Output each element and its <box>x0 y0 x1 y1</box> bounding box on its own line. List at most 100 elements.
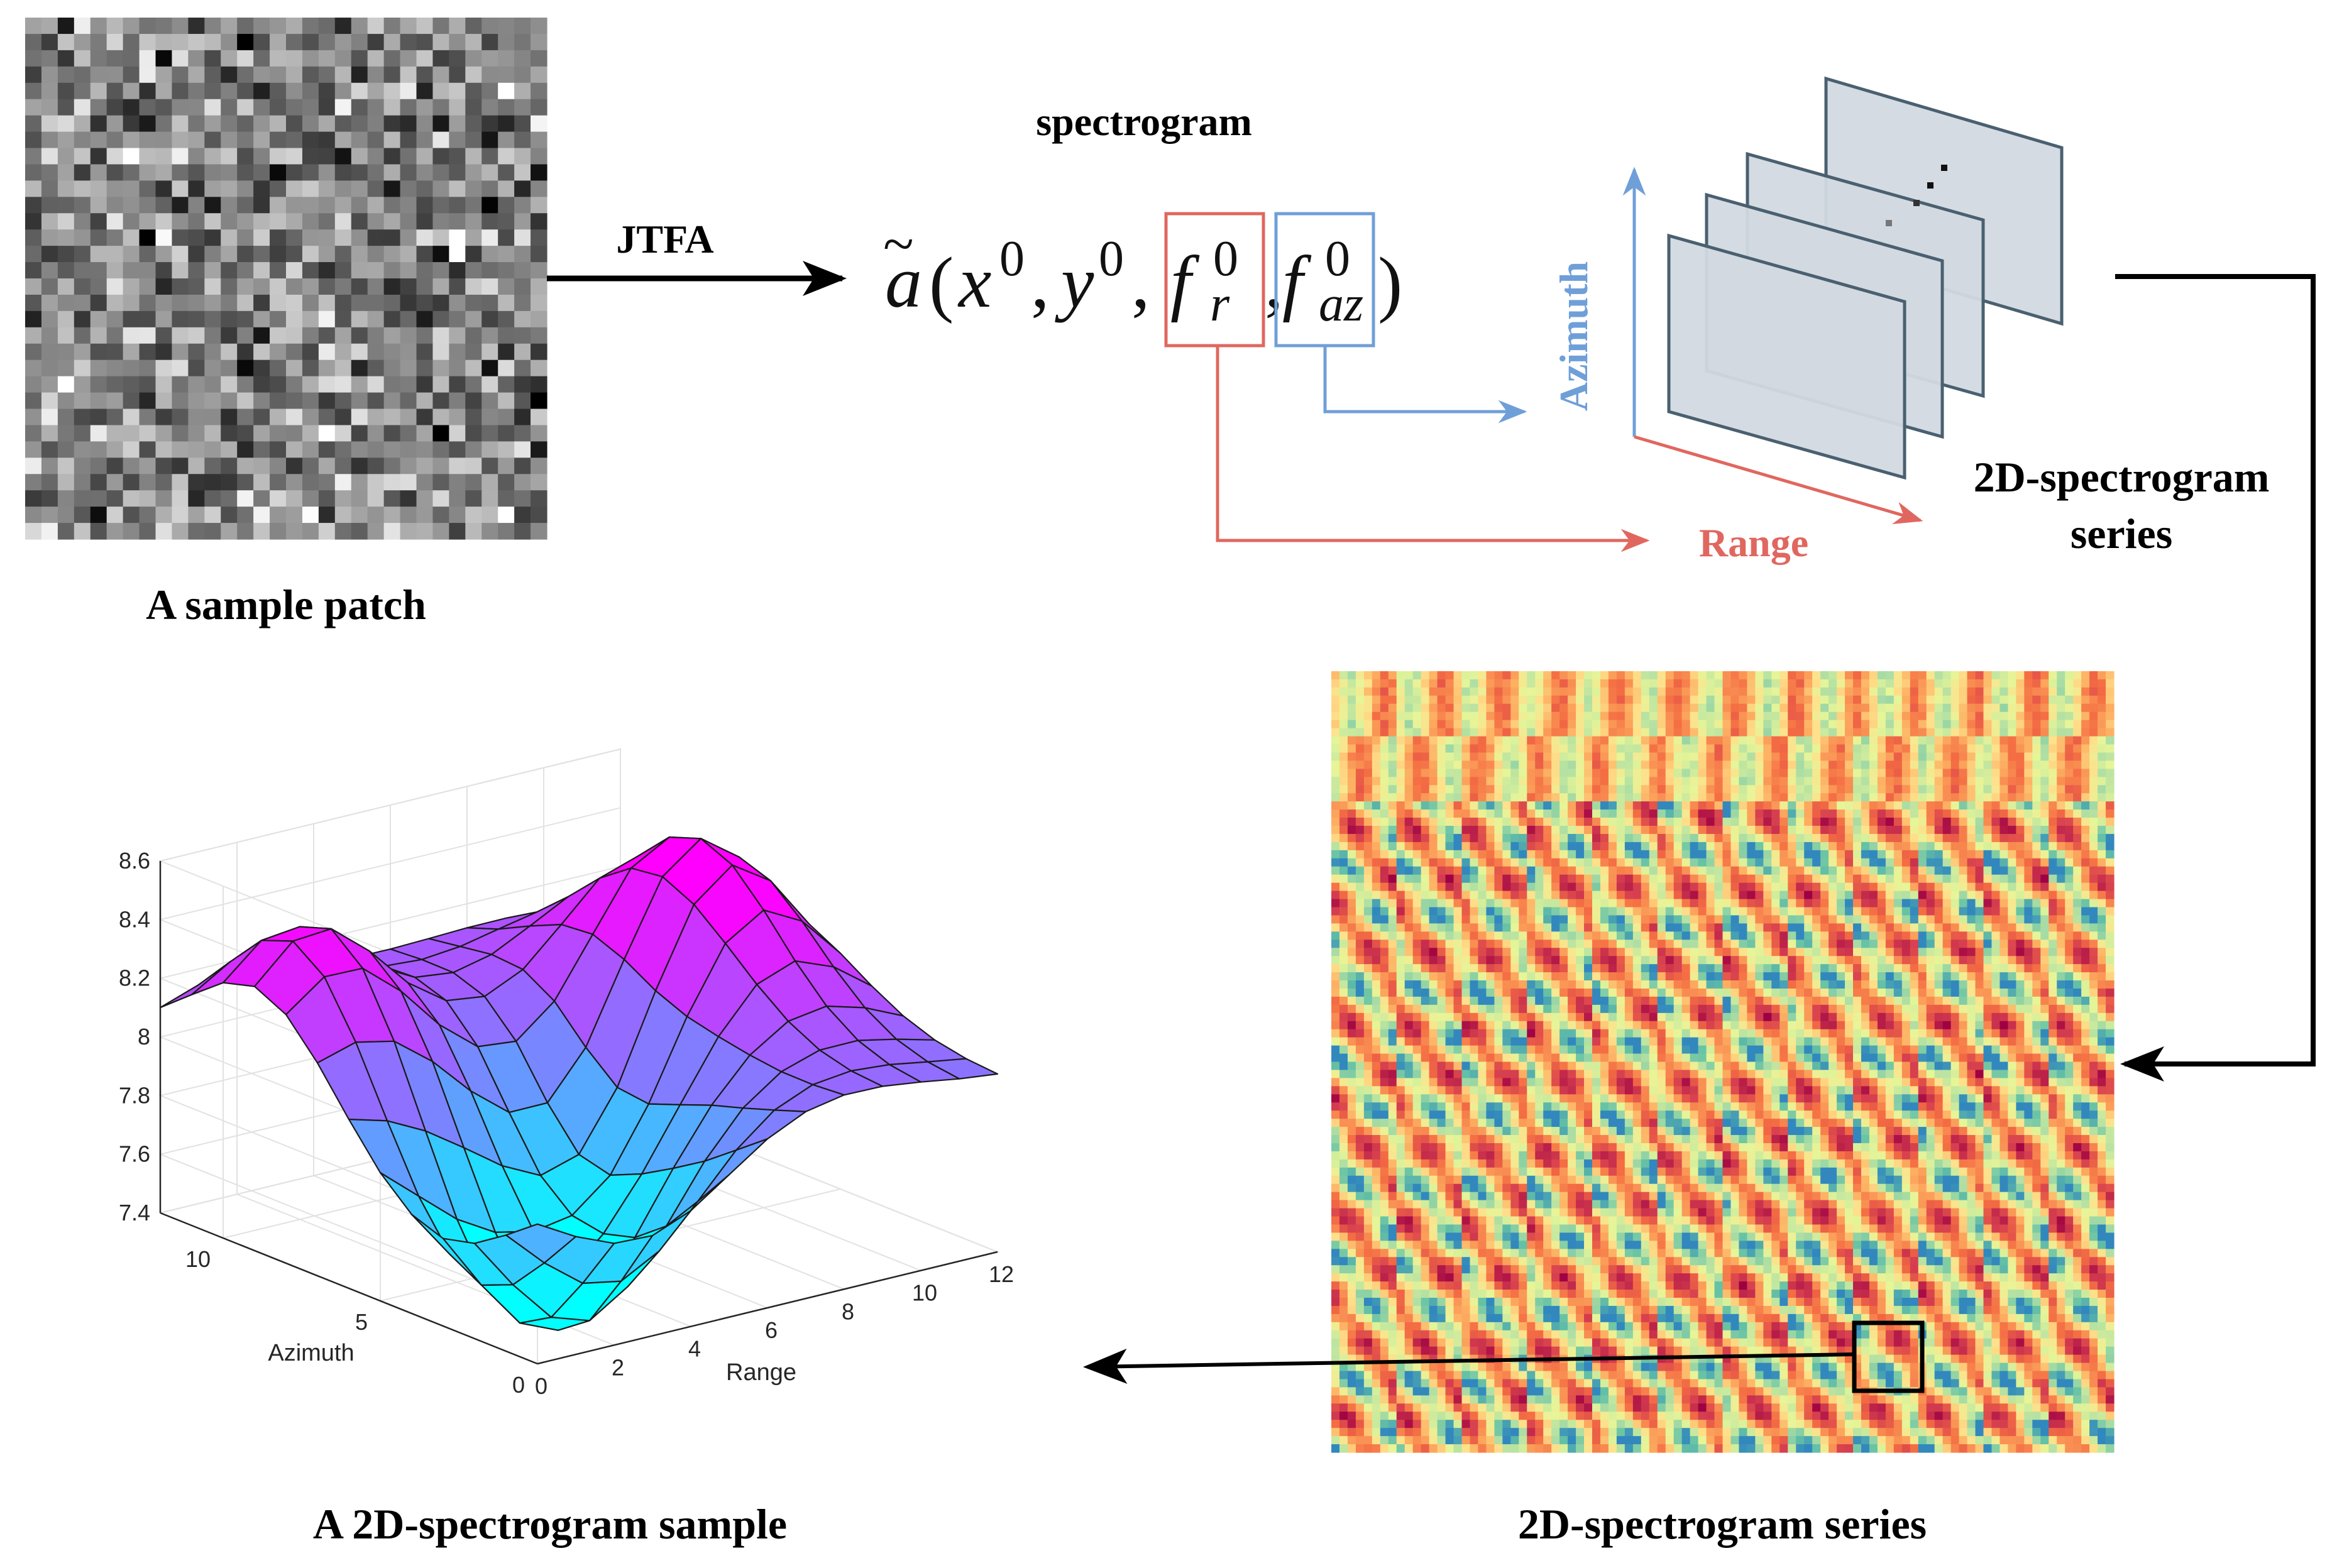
heatmap-cell <box>1649 671 1658 680</box>
heatmap-cell <box>1690 996 1699 1006</box>
heatmap-cell <box>1829 866 1837 875</box>
heatmap-cell <box>2098 940 2106 948</box>
heatmap-cell <box>1624 980 1634 989</box>
heatmap-cell <box>1714 915 1724 924</box>
heatmap-cell <box>1837 695 1845 705</box>
heatmap-cell <box>1869 711 1878 721</box>
patch-pixel <box>449 262 466 279</box>
heatmap-cell <box>1893 703 1903 713</box>
heatmap-cell <box>1404 891 1414 900</box>
patch-pixel <box>481 33 498 51</box>
heatmap-cell <box>1559 940 1568 948</box>
heatmap-cell <box>1461 679 1471 688</box>
patch-pixel <box>172 180 189 197</box>
heatmap-cell <box>1926 687 1935 696</box>
patch-pixel <box>318 66 336 84</box>
heatmap-cell <box>1339 899 1348 908</box>
heatmap-cell <box>1845 931 1854 940</box>
patch-pixel <box>139 50 157 67</box>
patch-pixel <box>204 82 221 100</box>
heatmap-cell <box>1861 801 1870 810</box>
heatmap-cell <box>2049 996 2057 1006</box>
heatmap-cell <box>1502 858 1511 867</box>
heatmap-cell <box>1755 711 1764 721</box>
patch-pixel <box>318 310 336 328</box>
heatmap-cell <box>1339 695 1348 705</box>
heatmap-cell <box>1429 972 1438 981</box>
patch-pixel <box>286 458 303 474</box>
heatmap-cell <box>1885 687 1895 696</box>
patch-pixel <box>498 213 515 230</box>
heatmap-cell <box>1690 899 1699 908</box>
heatmap-cell <box>1837 760 1845 769</box>
heatmap-cell <box>1893 833 1903 843</box>
heatmap-cell <box>1494 826 1503 835</box>
heatmap-cell <box>1698 956 1707 965</box>
heatmap-cell <box>1926 785 1935 794</box>
heatmap-cell <box>1608 956 1617 965</box>
heatmap-cell <box>2065 777 2074 786</box>
heatmap-cell <box>1991 809 2001 818</box>
patch-pixel <box>155 50 173 67</box>
heatmap-cell <box>1632 858 1642 867</box>
patch-pixel <box>172 131 189 149</box>
patch-pixel <box>367 246 385 263</box>
heatmap-cell <box>1804 940 1813 948</box>
heatmap-cell <box>1983 671 1993 680</box>
heatmap-cell <box>1632 720 1642 729</box>
heatmap-cell <box>1624 948 1634 957</box>
heatmap-cell <box>1453 915 1463 924</box>
heatmap-cell <box>1861 988 1870 997</box>
heatmap-cell <box>1893 809 1903 818</box>
heatmap-cell <box>1812 785 1821 794</box>
heatmap-cell <box>1461 809 1471 818</box>
heatmap-cell <box>1714 850 1724 859</box>
heatmap-cell <box>1535 809 1544 818</box>
heatmap-cell <box>1461 956 1471 965</box>
heatmap-cell <box>1519 826 1527 835</box>
heatmap-cell <box>1991 956 2001 965</box>
heatmap-cell <box>1845 833 1854 843</box>
patch-pixel <box>253 507 270 524</box>
heatmap-cell <box>1404 760 1414 769</box>
heatmap-cell <box>1812 818 1821 826</box>
patch-pixel <box>25 507 42 524</box>
heatmap-cell <box>1869 940 1878 948</box>
heatmap-cell <box>1901 980 1911 989</box>
heatmap-cell <box>1885 923 1895 932</box>
heatmap-cell <box>1632 907 1642 916</box>
patch-pixel <box>41 229 58 246</box>
patch-pixel <box>57 18 75 35</box>
heatmap-cell <box>1730 736 1740 745</box>
heatmap-cell <box>1494 801 1503 810</box>
patch-pixel <box>514 99 531 116</box>
patch-pixel <box>367 278 385 295</box>
heatmap-cell <box>1600 956 1609 965</box>
patch-pixel <box>351 310 368 328</box>
heatmap-cell <box>1991 703 2001 713</box>
heatmap-cell <box>1665 769 1675 777</box>
heatmap-cell <box>1763 703 1772 713</box>
heatmap-cell <box>1372 695 1381 705</box>
heatmap-cell <box>1363 948 1373 957</box>
heatmap-cell <box>1690 777 1699 786</box>
patch-pixel <box>465 425 482 442</box>
heatmap-cell <box>1576 931 1585 940</box>
heatmap-cell <box>1975 744 1984 754</box>
heatmap-cell <box>2040 687 2049 696</box>
heatmap-cell <box>1616 760 1625 769</box>
heatmap-cell <box>1853 948 1862 957</box>
heatmap-cell <box>1608 980 1617 989</box>
heatmap-cell <box>1519 988 1527 997</box>
heatmap-cell <box>1796 785 1805 794</box>
patch-pixel <box>221 425 238 442</box>
patch-pixel <box>139 474 157 491</box>
heatmap-cell <box>1747 687 1756 696</box>
heatmap-cell <box>1983 882 1993 892</box>
heatmap-cell <box>1837 671 1845 680</box>
heatmap-cell <box>1576 842 1585 851</box>
heatmap-cell <box>1926 915 1935 924</box>
heatmap-cell <box>2008 891 2016 900</box>
heatmap-cell <box>1404 866 1414 875</box>
heatmap-cell <box>1763 972 1772 981</box>
